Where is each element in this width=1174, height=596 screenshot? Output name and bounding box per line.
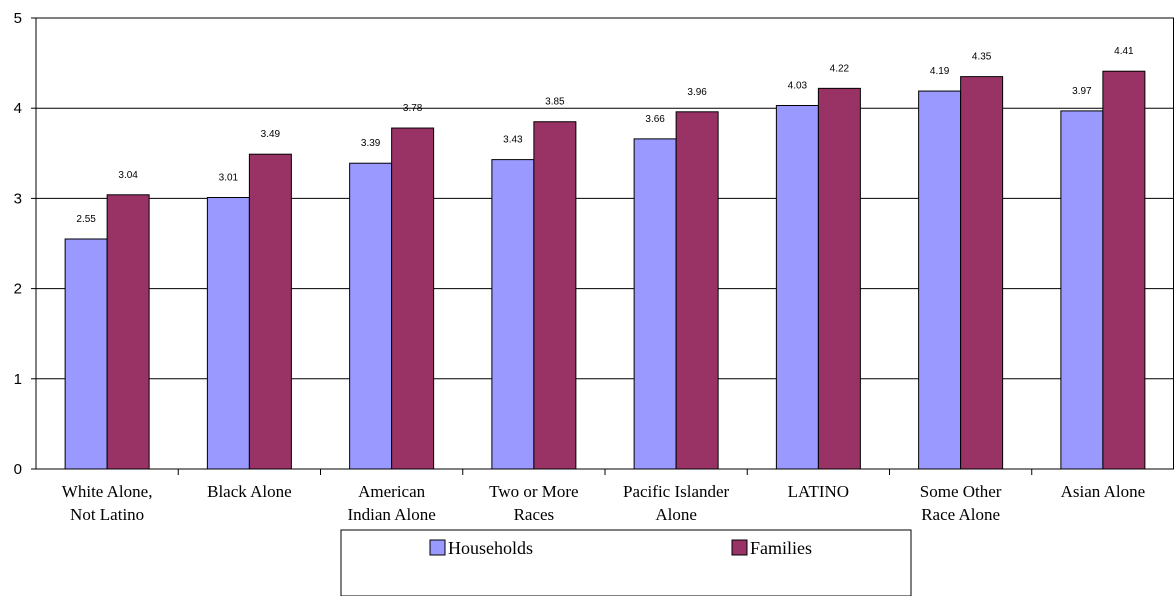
- y-tick-label: 1: [14, 371, 22, 388]
- y-tick-label: 2: [14, 281, 22, 298]
- bar-families: [248, 153, 292, 470]
- bar-value-label: 3.49: [261, 129, 281, 140]
- x-category-label: Some Other Race Alone: [920, 482, 1002, 524]
- bar-families: [1102, 70, 1146, 470]
- y-tick-label: 3: [14, 190, 22, 207]
- bar-families: [106, 194, 150, 470]
- x-category-label: Pacific Islander Alone: [623, 482, 730, 524]
- bar-value-label: 4.19: [930, 66, 950, 77]
- gridlines: [36, 17, 1174, 380]
- bar-value-label: 4.41: [1114, 46, 1134, 57]
- bar-households: [349, 162, 393, 470]
- x-category-label: LATINO: [788, 482, 849, 501]
- legend-label-households: Households: [448, 538, 533, 558]
- bar-families: [960, 76, 1004, 470]
- legend: Households Families: [340, 529, 912, 596]
- bar-families: [675, 111, 719, 470]
- y-tick-label: 0: [14, 461, 22, 478]
- bar-families: [391, 127, 435, 470]
- y-tick-label: 5: [14, 10, 22, 27]
- bar-value-label: 3.66: [645, 114, 665, 125]
- x-category-label: American Indian Alone: [347, 482, 435, 524]
- bar-value-label: 4.22: [830, 63, 850, 74]
- bar-households: [491, 159, 535, 470]
- bar-value-label: 3.78: [403, 103, 423, 114]
- legend-swatch-families: [731, 539, 748, 556]
- bar-families: [817, 87, 861, 470]
- bar-value-label: 3.39: [361, 138, 381, 149]
- axes: 0 1 2 3 4 5 White Alone, Not Latino Black Alone A…: [14, 10, 1174, 524]
- x-category-label: White Alone, Not Latino: [62, 482, 153, 524]
- bar-value-label: 3.04: [118, 170, 138, 181]
- bar-households: [775, 104, 819, 470]
- bar-households: [64, 238, 108, 470]
- legend-box: [340, 529, 912, 596]
- bars: [64, 70, 1146, 470]
- x-category-label: Black Alone: [207, 482, 292, 501]
- bar-households: [918, 90, 962, 470]
- bar-value-label: 3.96: [687, 87, 707, 98]
- bar-value-label: 2.55: [76, 214, 96, 225]
- y-tick-label: 4: [14, 100, 22, 117]
- bar-families: [533, 121, 577, 470]
- x-category-label: Asian Alone: [1061, 482, 1146, 501]
- x-category-label: Two or More Races: [489, 482, 578, 524]
- legend-swatch-households: [429, 539, 446, 556]
- bar-value-label: 3.01: [219, 172, 239, 183]
- legend-label-families: Families: [750, 538, 812, 558]
- bar-households: [1060, 110, 1104, 470]
- bar-value-label: 3.43: [503, 135, 523, 146]
- bar-households: [633, 138, 677, 470]
- bar-households: [206, 196, 250, 470]
- bar-value-label: 4.35: [972, 52, 992, 63]
- data-labels: 2.55 3.04 3.01 3.49 3.39 3.78 3.43 3.85 3.66 3.96…: [76, 46, 1134, 225]
- bar-value-label: 3.97: [1072, 86, 1092, 97]
- bar-value-label: 4.03: [788, 80, 808, 91]
- bar-value-label: 3.85: [545, 97, 565, 108]
